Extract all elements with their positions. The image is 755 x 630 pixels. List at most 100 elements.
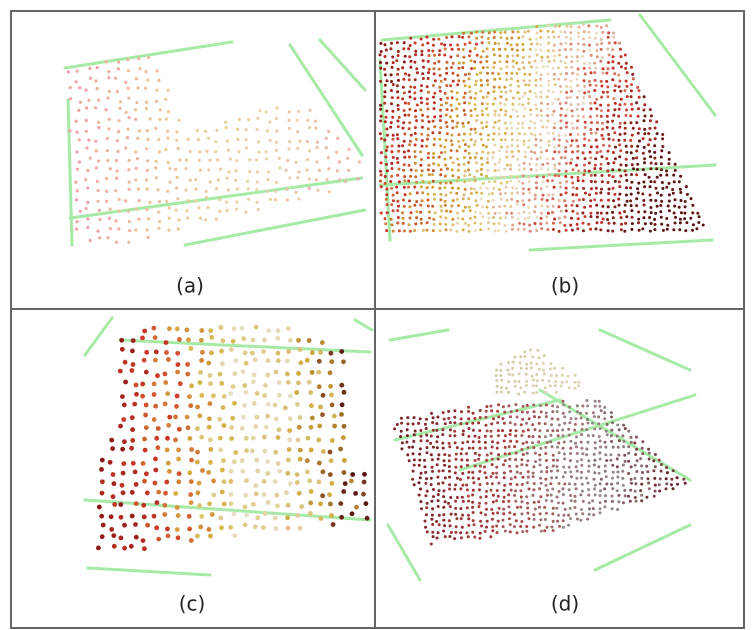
point [546,199,549,202]
point [128,220,131,223]
point [511,228,514,231]
point [238,118,241,121]
point [462,430,465,433]
point [640,499,643,502]
point [426,451,429,454]
point [479,416,482,419]
point [535,95,538,98]
point [420,222,423,225]
point [408,459,411,462]
point [565,380,568,383]
point [504,132,507,135]
point [535,71,538,74]
point [545,459,548,462]
point [595,84,598,87]
point [643,95,646,98]
point [627,452,630,455]
point [557,35,560,38]
point [507,493,510,496]
point [456,44,459,47]
point [396,90,399,93]
point [587,223,590,226]
point [448,470,451,473]
point [574,483,577,486]
point [561,367,564,370]
point [440,168,443,171]
point [467,417,470,420]
point [404,55,407,58]
point [475,43,478,46]
point [514,423,517,426]
point [649,199,652,202]
point [296,380,301,385]
point [329,513,334,518]
point [397,96,400,99]
point [612,36,615,39]
point [522,187,525,190]
point [126,58,129,61]
point [582,37,585,40]
point [492,472,495,475]
point [566,25,569,28]
point [654,490,657,493]
point [600,199,603,202]
point [488,31,491,34]
point [544,386,547,389]
point [479,447,482,450]
point [494,121,497,124]
point [574,423,577,426]
point [232,401,237,406]
point [560,156,563,159]
point [620,223,623,226]
point [158,118,161,121]
point [330,481,335,486]
point [565,56,568,59]
point [499,102,502,105]
point [453,537,456,540]
point [525,441,528,444]
point [536,379,539,382]
point [666,471,669,474]
point [643,204,646,207]
point [641,227,644,230]
point [124,81,127,84]
point [630,181,633,184]
point [649,138,652,141]
point [611,211,614,214]
point [413,229,416,232]
point [87,99,90,102]
point [563,199,566,202]
point [464,113,467,116]
point [396,73,399,76]
point [97,505,102,510]
point [547,212,550,215]
point [422,229,425,232]
point [444,48,447,51]
point [436,446,439,449]
point [640,483,643,486]
point [594,79,597,82]
point [513,513,516,516]
point [447,417,450,420]
point [438,156,441,159]
point [454,441,457,444]
point [564,508,567,511]
point [327,167,330,170]
point [408,55,411,58]
point [430,435,433,438]
point [594,441,597,444]
point [185,362,190,367]
point [667,162,670,165]
point [309,425,314,430]
point [552,529,555,532]
point [87,139,90,142]
point [328,370,333,375]
point [421,199,424,202]
point [535,38,538,41]
point [199,328,204,333]
point [492,138,495,141]
point [288,394,293,399]
point [641,447,644,450]
point [321,393,326,398]
point [432,218,435,221]
